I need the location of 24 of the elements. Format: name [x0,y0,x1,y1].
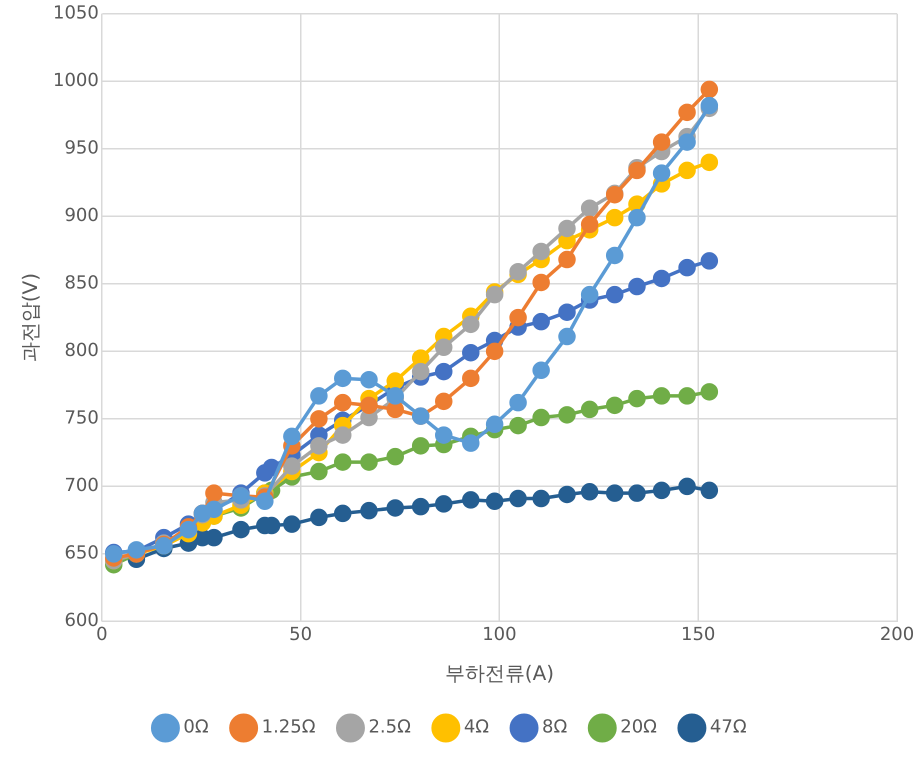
legend-label: 4Ω [464,716,490,738]
legend-label: 47Ω [710,716,747,738]
legend-label: 2.5Ω [368,716,412,738]
legend-label: 1.25Ω [262,716,316,738]
y-tick-label: 850 [64,272,99,294]
x-tick-label: 100 [482,624,517,645]
x-tick-label: 50 [289,624,312,645]
legend-label: 0Ω [183,716,209,738]
x-axis-title: 부하전류(A) [444,661,554,686]
x-tick-label: 0 [96,624,108,645]
y-tick-label: 1000 [52,70,99,91]
legend-label: 20Ω [620,716,658,738]
y-tick-label: 900 [64,205,99,226]
x-tick-label: 200 [880,624,914,645]
y-tick-label: 600 [64,610,99,632]
y-tick-label: 1050 [52,2,99,24]
y-tick-label: 750 [64,408,99,429]
y-axis-title: 과전압(V) [18,272,42,362]
y-tick-label: 700 [64,475,99,496]
legend-label: 8Ω [542,716,568,738]
y-tick-label: 650 [64,542,99,564]
y-tick-label: 800 [64,340,99,362]
y-tick-label: 950 [64,137,99,158]
x-tick-label: 150 [681,624,716,645]
